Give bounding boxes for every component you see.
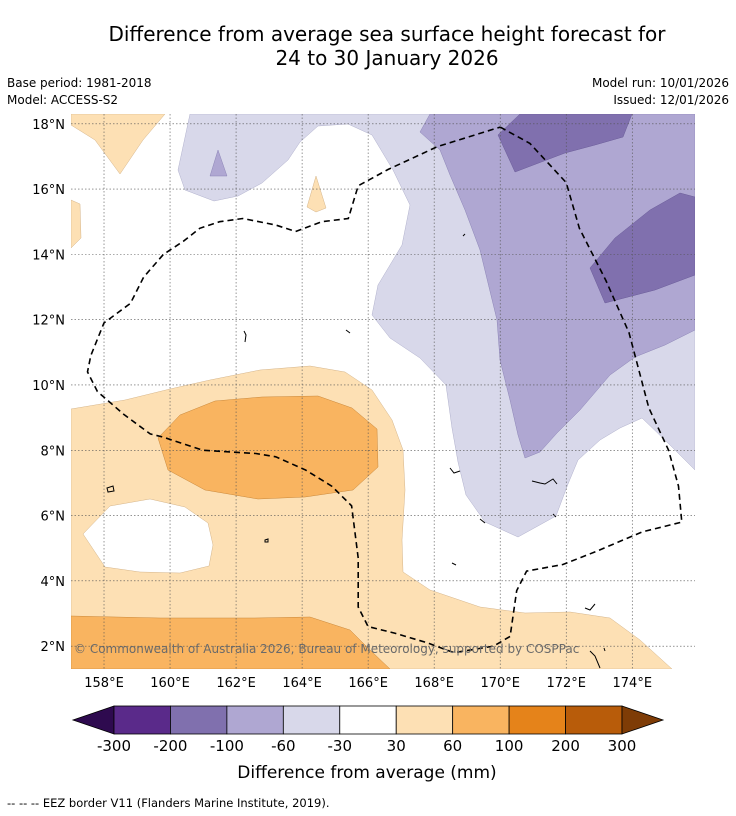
colorbar-swatch — [452, 705, 510, 735]
x-tick-label: 172°E — [546, 676, 586, 691]
y-tick-label: 10°N — [32, 379, 65, 394]
region-positive-60-100-south — [71, 615, 391, 669]
x-tick-label: 158°E — [84, 676, 124, 691]
y-tick-label: 12°N — [32, 314, 65, 329]
region-positive-west-edge — [71, 199, 82, 249]
colorbar-swatch — [339, 705, 397, 735]
x-tick-label: 160°E — [150, 676, 190, 691]
colorbar-swatch — [565, 705, 623, 735]
base-period: Base period: 1981-2018 — [7, 76, 152, 90]
island — [531, 478, 558, 485]
x-tick-label: 168°E — [414, 676, 454, 691]
x-tick-label: 164°E — [282, 676, 322, 691]
colorbar-extend-high — [621, 705, 665, 735]
colorbar-tick-label: 30 — [387, 737, 406, 755]
x-tick-label: 170°E — [480, 676, 520, 691]
colorbar-tick-label: 200 — [551, 737, 580, 755]
island — [462, 233, 466, 237]
eez-border-line — [86, 126, 683, 654]
region-positive-north-west — [71, 114, 166, 175]
region-negative-small — [209, 149, 228, 177]
colorbar-extend-low — [71, 705, 115, 735]
colorbar-tick-label: -60 — [271, 737, 296, 755]
copyright-text: © Commonwealth of Australia 2026, Bureau… — [74, 642, 579, 656]
island — [449, 467, 461, 474]
island — [106, 485, 115, 493]
x-tick-label: 162°E — [216, 676, 256, 691]
colorbar-swatch — [395, 705, 454, 735]
region-positive-north-spike — [306, 175, 327, 213]
x-tick-label: 166°E — [348, 676, 388, 691]
colorbar-tick-label: 100 — [495, 737, 524, 755]
islands — [106, 233, 606, 669]
colorbar-tick-label: -300 — [97, 737, 131, 755]
island — [584, 603, 596, 611]
y-tick-label: 8°N — [41, 444, 66, 459]
region-neutral-hole — [82, 498, 214, 574]
island — [589, 650, 601, 669]
colorbar-label: Difference from average (mm) — [237, 763, 496, 783]
colorbar: -300 -200 -100 -60 -30 30 60 100 200 300 — [71, 705, 665, 755]
plot-area — [71, 114, 695, 669]
colorbar-tick-label: 60 — [443, 737, 462, 755]
island — [603, 647, 606, 652]
chart-title: Difference from average sea surface heig… — [0, 22, 736, 70]
y-tick-label: 18°N — [32, 118, 65, 133]
title-line-2: 24 to 30 January 2026 — [275, 46, 499, 70]
island — [451, 562, 457, 566]
gridlines — [71, 114, 695, 669]
island — [479, 518, 486, 524]
colorbar-swatch — [113, 705, 171, 735]
region-negative-100-200-north — [497, 114, 633, 173]
region-positive-60-100-center — [157, 395, 379, 500]
y-axis-labels: 2°N 4°N 6°N 8°N 10°N 12°N 14°N 16°N 18°N — [32, 118, 65, 655]
island — [345, 329, 351, 334]
colorbar-swatch — [170, 705, 228, 735]
island — [264, 538, 269, 543]
model-name: Model: ACCESS-S2 — [7, 93, 119, 107]
issued-date: Issued: 12/01/2026 — [613, 93, 729, 107]
colorbar-swatch — [282, 705, 341, 735]
meta-right: Model run: 10/01/2026 Issued: 12/01/2026 — [592, 75, 729, 109]
x-axis-labels: 158°E 160°E 162°E 164°E 166°E 168°E 170°E 172°E… — [84, 676, 652, 691]
region-negative-60-100 — [419, 114, 695, 459]
y-tick-label: 2°N — [41, 640, 66, 655]
y-tick-label: 4°N — [41, 575, 66, 590]
footer-note: -- -- -- EEZ border V11 (Flanders Marine… — [7, 796, 330, 810]
meta-left: Base period: 1981-2018 Model: ACCESS-S2 — [7, 75, 152, 109]
colorbar-tick-label: -100 — [210, 737, 244, 755]
x-tick-label: 174°E — [613, 676, 653, 691]
y-tick-label: 6°N — [41, 510, 66, 525]
region-negative-100-200-east — [589, 192, 695, 304]
title-line-1: Difference from average sea surface heig… — [108, 22, 666, 46]
colorbar-tick-label: -200 — [153, 737, 187, 755]
y-tick-label: 14°N — [32, 248, 65, 263]
colorbar-swatch — [508, 705, 566, 735]
colorbar-tick-label: -30 — [328, 737, 353, 755]
colorbar-swatch — [226, 705, 284, 735]
colorbar-tick-label: 300 — [608, 737, 637, 755]
model-run: Model run: 10/01/2026 — [591, 76, 729, 90]
y-tick-label: 16°N — [32, 183, 65, 198]
island — [243, 330, 247, 343]
